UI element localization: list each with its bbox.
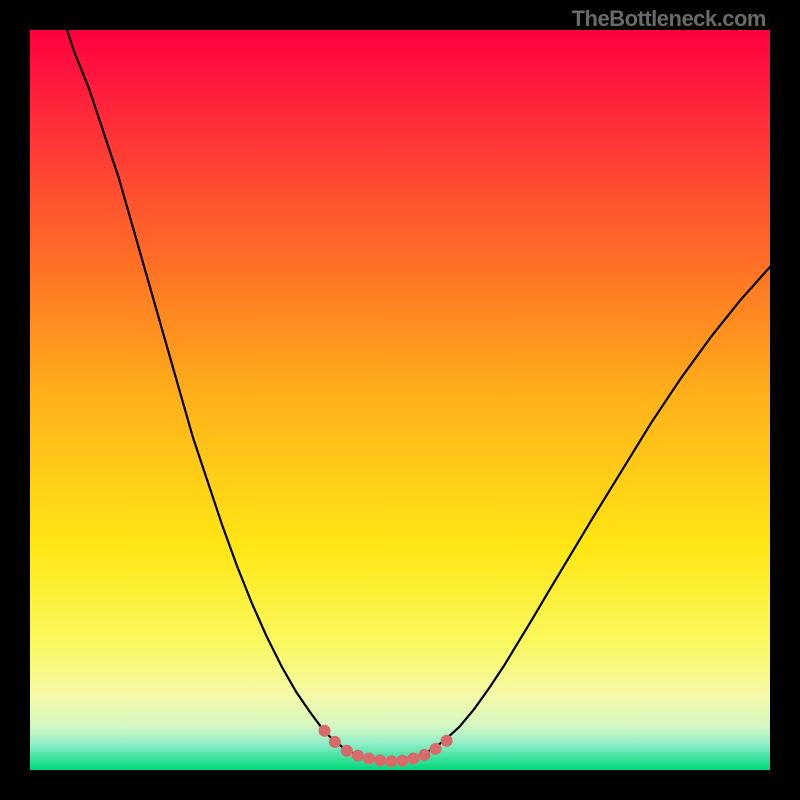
- trough-marker: [375, 755, 386, 766]
- trough-marker: [397, 755, 408, 766]
- trough-marker: [441, 735, 452, 746]
- watermark-text: TheBottleneck.com: [572, 6, 766, 32]
- gradient-background: [30, 30, 770, 770]
- trough-marker: [341, 745, 352, 756]
- trough-marker: [319, 725, 330, 736]
- trough-marker: [430, 743, 441, 754]
- trough-marker: [329, 736, 340, 747]
- trough-marker: [386, 756, 397, 767]
- trough-marker: [363, 753, 374, 764]
- trough-marker: [408, 753, 419, 764]
- trough-marker: [419, 749, 430, 760]
- chart-canvas: TheBottleneck.com: [0, 0, 800, 800]
- plot-area: [30, 30, 770, 770]
- plot-svg: [30, 30, 770, 770]
- trough-marker: [352, 750, 363, 761]
